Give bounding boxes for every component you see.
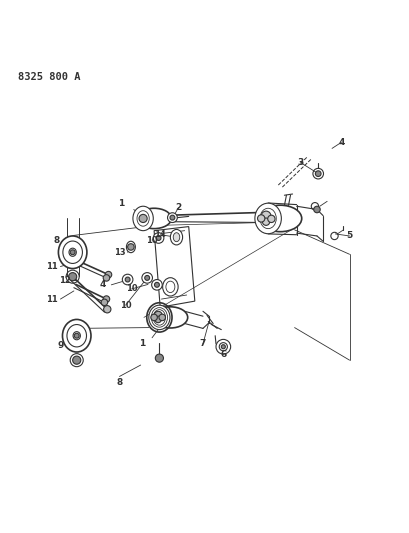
Ellipse shape <box>126 241 135 253</box>
Text: 10: 10 <box>126 285 137 293</box>
Circle shape <box>103 296 110 302</box>
Circle shape <box>154 311 162 319</box>
Ellipse shape <box>69 248 76 256</box>
Text: 12: 12 <box>58 276 70 285</box>
Circle shape <box>101 299 108 305</box>
Text: 10: 10 <box>119 301 131 310</box>
Ellipse shape <box>258 205 301 232</box>
Circle shape <box>267 215 274 222</box>
Circle shape <box>70 250 75 255</box>
Ellipse shape <box>137 211 149 226</box>
Text: 2: 2 <box>175 203 181 212</box>
Ellipse shape <box>173 233 179 241</box>
Text: 5: 5 <box>346 231 352 240</box>
Circle shape <box>127 244 134 250</box>
Ellipse shape <box>133 206 153 231</box>
Ellipse shape <box>63 241 82 263</box>
Text: 14: 14 <box>154 230 166 239</box>
Text: 1: 1 <box>138 340 145 349</box>
Circle shape <box>167 213 177 222</box>
Text: 6: 6 <box>220 350 226 359</box>
Ellipse shape <box>170 229 182 245</box>
Text: 4: 4 <box>100 280 106 289</box>
Text: 1: 1 <box>118 199 124 208</box>
Circle shape <box>156 236 161 240</box>
Circle shape <box>142 272 152 283</box>
Text: 11: 11 <box>46 262 58 271</box>
Text: 9: 9 <box>57 342 63 350</box>
Ellipse shape <box>62 319 91 352</box>
Text: 8: 8 <box>53 236 59 245</box>
Circle shape <box>262 218 269 225</box>
Ellipse shape <box>148 305 170 329</box>
Circle shape <box>103 274 110 281</box>
Circle shape <box>261 211 270 221</box>
Circle shape <box>74 333 79 338</box>
Circle shape <box>72 356 81 364</box>
Text: 4: 4 <box>337 138 344 147</box>
Circle shape <box>159 314 165 321</box>
Circle shape <box>139 214 147 222</box>
Circle shape <box>155 354 163 362</box>
Circle shape <box>313 206 319 213</box>
Ellipse shape <box>166 281 175 293</box>
Circle shape <box>315 171 320 176</box>
Circle shape <box>154 282 159 287</box>
Text: 13: 13 <box>113 248 125 257</box>
Ellipse shape <box>67 325 86 347</box>
Ellipse shape <box>73 332 80 340</box>
Circle shape <box>257 215 264 222</box>
Circle shape <box>153 233 164 243</box>
Ellipse shape <box>137 208 171 229</box>
Circle shape <box>170 215 175 220</box>
Polygon shape <box>154 227 194 307</box>
Ellipse shape <box>259 208 276 229</box>
Text: 3: 3 <box>297 158 303 167</box>
Circle shape <box>151 314 157 321</box>
Circle shape <box>105 271 112 278</box>
Ellipse shape <box>58 236 87 269</box>
Circle shape <box>122 274 133 285</box>
Ellipse shape <box>153 310 165 325</box>
Ellipse shape <box>254 203 281 233</box>
Circle shape <box>68 272 76 281</box>
Circle shape <box>155 316 161 322</box>
Ellipse shape <box>153 307 187 328</box>
Ellipse shape <box>162 278 178 296</box>
Circle shape <box>151 279 162 290</box>
Circle shape <box>125 277 130 282</box>
Circle shape <box>216 340 230 354</box>
Circle shape <box>103 305 111 313</box>
Text: 8: 8 <box>116 378 122 387</box>
Circle shape <box>221 345 225 349</box>
Circle shape <box>144 276 149 280</box>
Text: 8325 800 A: 8325 800 A <box>18 72 80 82</box>
Text: 7: 7 <box>199 340 206 349</box>
Text: 11: 11 <box>46 295 58 304</box>
Text: 10: 10 <box>146 236 157 245</box>
